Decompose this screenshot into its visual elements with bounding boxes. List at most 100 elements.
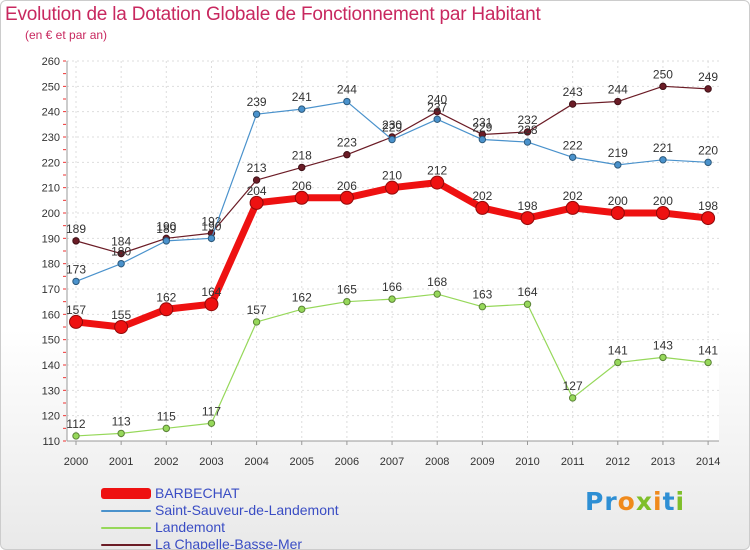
data-point-la-chapelle-basse-mer — [614, 97, 622, 106]
x-tick-label: 2004 — [244, 456, 268, 468]
data-label-la-chapelle-basse-mer: 244 — [608, 83, 628, 97]
data-point-barbechat — [610, 206, 625, 220]
data-label-saint-sauveur-de-landemont: 237 — [427, 100, 447, 114]
data-label-landemont: 141 — [608, 343, 628, 357]
data-point-barbechat — [294, 190, 309, 205]
data-point-barbechat — [520, 211, 535, 226]
data-label-landemont: 143 — [653, 338, 673, 352]
legend-label: La Chapelle-Basse-Mer — [155, 536, 303, 550]
data-point-saint-sauveur-de-landemont — [478, 135, 487, 144]
data-label-la-chapelle-basse-mer: 231 — [472, 115, 492, 129]
data-point-landemont — [433, 290, 441, 298]
data-label-la-chapelle-basse-mer: 189 — [66, 222, 86, 236]
data-label-la-chapelle-basse-mer: 184 — [111, 235, 131, 249]
y-tick-label: 260 — [42, 56, 60, 68]
data-label-la-chapelle-basse-mer: 232 — [517, 113, 537, 127]
data-label-saint-sauveur-de-landemont: 180 — [111, 245, 131, 259]
data-point-la-chapelle-basse-mer — [298, 163, 306, 172]
data-label-landemont: 164 — [517, 285, 537, 299]
data-point-la-chapelle-basse-mer — [252, 176, 261, 184]
data-label-landemont: 141 — [698, 343, 718, 357]
data-label-landemont: 113 — [112, 414, 131, 428]
x-tick-label: 2011 — [561, 456, 585, 468]
data-label-landemont: 168 — [427, 275, 447, 289]
data-point-saint-sauveur-de-landemont — [72, 277, 80, 286]
data-label-saint-sauveur-de-landemont: 189 — [156, 222, 176, 236]
data-label-barbechat: 212 — [427, 164, 447, 178]
x-tick-label: 2001 — [109, 456, 133, 468]
data-label-landemont: 157 — [247, 303, 267, 317]
legend-swatch — [101, 510, 151, 512]
data-label-landemont: 112 — [66, 417, 85, 431]
data-point-landemont — [523, 300, 532, 308]
data-label-saint-sauveur-de-landemont: 173 — [66, 262, 86, 276]
data-label-saint-sauveur-de-landemont: 244 — [337, 83, 357, 97]
data-label-la-chapelle-basse-mer: 190 — [156, 219, 176, 233]
data-point-barbechat — [159, 302, 174, 317]
data-label-saint-sauveur-de-landemont: 220 — [698, 143, 718, 157]
y-tick-label: 220 — [42, 157, 60, 169]
data-label-barbechat: 202 — [563, 189, 583, 203]
y-tick-label: 140 — [42, 360, 60, 372]
x-tick-label: 2009 — [470, 456, 494, 468]
data-point-la-chapelle-basse-mer — [433, 107, 441, 116]
data-label-barbechat: 200 — [653, 194, 673, 208]
data-label-landemont: 166 — [382, 280, 402, 294]
data-point-landemont — [388, 295, 396, 303]
data-point-landemont — [659, 353, 667, 362]
data-label-saint-sauveur-de-landemont: 221 — [653, 141, 673, 155]
data-point-saint-sauveur-de-landemont — [117, 259, 125, 268]
y-tick-label: 180 — [42, 259, 60, 271]
x-tick-label: 2008 — [425, 456, 449, 468]
data-label-barbechat: 206 — [337, 179, 357, 193]
data-point-landemont — [72, 432, 80, 440]
x-tick-label: 2005 — [290, 456, 314, 468]
data-point-la-chapelle-basse-mer — [72, 237, 80, 245]
legend-swatch — [101, 544, 151, 546]
data-point-la-chapelle-basse-mer — [568, 100, 577, 108]
data-label-landemont: 127 — [563, 379, 583, 393]
data-point-saint-sauveur-de-landemont — [207, 234, 216, 243]
y-tick-label: 160 — [42, 309, 60, 321]
data-label-barbechat: 198 — [698, 199, 718, 213]
legend-label: Saint-Sauveur-de-Landemont — [155, 502, 339, 518]
data-point-saint-sauveur-de-landemont — [433, 115, 441, 123]
data-point-barbechat — [655, 206, 670, 220]
data-label-barbechat: 210 — [382, 169, 402, 183]
data-label-saint-sauveur-de-landemont: 239 — [247, 95, 267, 109]
data-point-barbechat — [204, 297, 219, 312]
data-label-barbechat: 202 — [472, 189, 492, 203]
x-tick-label: 2010 — [515, 456, 539, 468]
proxiti-logo: Proxiti — [585, 487, 686, 516]
data-point-saint-sauveur-de-landemont — [162, 237, 171, 245]
data-label-landemont: 163 — [472, 288, 492, 302]
data-point-saint-sauveur-de-landemont — [388, 135, 396, 144]
x-tick-label: 2013 — [651, 456, 675, 468]
y-tick-label: 120 — [42, 411, 60, 423]
y-tick-label: 250 — [42, 81, 60, 93]
data-point-barbechat — [114, 320, 129, 334]
y-tick-label: 230 — [42, 132, 60, 144]
data-point-saint-sauveur-de-landemont — [568, 153, 577, 161]
data-label-barbechat: 206 — [292, 179, 312, 193]
data-label-saint-sauveur-de-landemont: 229 — [472, 121, 492, 135]
data-point-landemont — [614, 358, 622, 367]
data-label-barbechat: 198 — [517, 199, 537, 213]
data-label-barbechat: 200 — [608, 194, 628, 208]
chart-title: Evolution de la Dotation Globale de Fonc… — [5, 4, 541, 25]
data-point-barbechat — [475, 200, 490, 215]
x-tick-label: 2000 — [64, 456, 88, 468]
data-point-barbechat — [385, 180, 400, 195]
data-label-barbechat: 164 — [201, 285, 221, 299]
y-tick-label: 130 — [42, 385, 60, 397]
data-point-la-chapelle-basse-mer — [659, 82, 667, 91]
data-point-saint-sauveur-de-landemont — [343, 97, 351, 106]
data-label-saint-sauveur-de-landemont: 222 — [563, 138, 583, 152]
data-point-la-chapelle-basse-mer — [704, 85, 712, 93]
data-point-landemont — [162, 424, 171, 433]
data-label-la-chapelle-basse-mer: 223 — [337, 136, 357, 150]
data-point-landemont — [704, 358, 712, 367]
legend-label: Landemont — [155, 519, 226, 535]
